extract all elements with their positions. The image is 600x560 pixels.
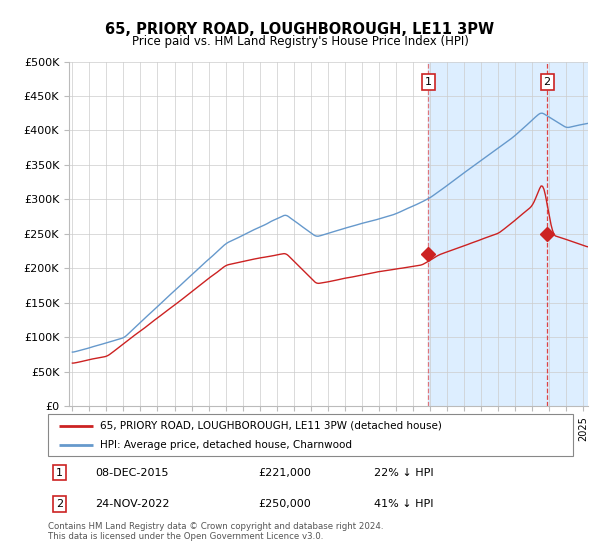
- Text: 2: 2: [544, 77, 551, 87]
- Text: 41% ↓ HPI: 41% ↓ HPI: [373, 499, 433, 509]
- Bar: [428, 62, 600, 406]
- Text: £221,000: £221,000: [258, 468, 311, 478]
- Text: 1: 1: [56, 468, 63, 478]
- Text: 1: 1: [425, 77, 432, 87]
- Text: £250,000: £250,000: [258, 499, 311, 509]
- Text: 22% ↓ HPI: 22% ↓ HPI: [373, 468, 433, 478]
- Text: 08-DEC-2015: 08-DEC-2015: [95, 468, 169, 478]
- Text: HPI: Average price, detached house, Charnwood: HPI: Average price, detached house, Char…: [101, 440, 353, 450]
- FancyBboxPatch shape: [48, 414, 573, 456]
- Text: 2: 2: [56, 499, 63, 509]
- Text: Price paid vs. HM Land Registry's House Price Index (HPI): Price paid vs. HM Land Registry's House …: [131, 35, 469, 48]
- Text: Contains HM Land Registry data © Crown copyright and database right 2024.
This d: Contains HM Land Registry data © Crown c…: [48, 522, 383, 542]
- Text: 24-NOV-2022: 24-NOV-2022: [95, 499, 170, 509]
- Text: 65, PRIORY ROAD, LOUGHBOROUGH, LE11 3PW (detached house): 65, PRIORY ROAD, LOUGHBOROUGH, LE11 3PW …: [101, 421, 442, 431]
- Text: 65, PRIORY ROAD, LOUGHBOROUGH, LE11 3PW: 65, PRIORY ROAD, LOUGHBOROUGH, LE11 3PW: [106, 22, 494, 38]
